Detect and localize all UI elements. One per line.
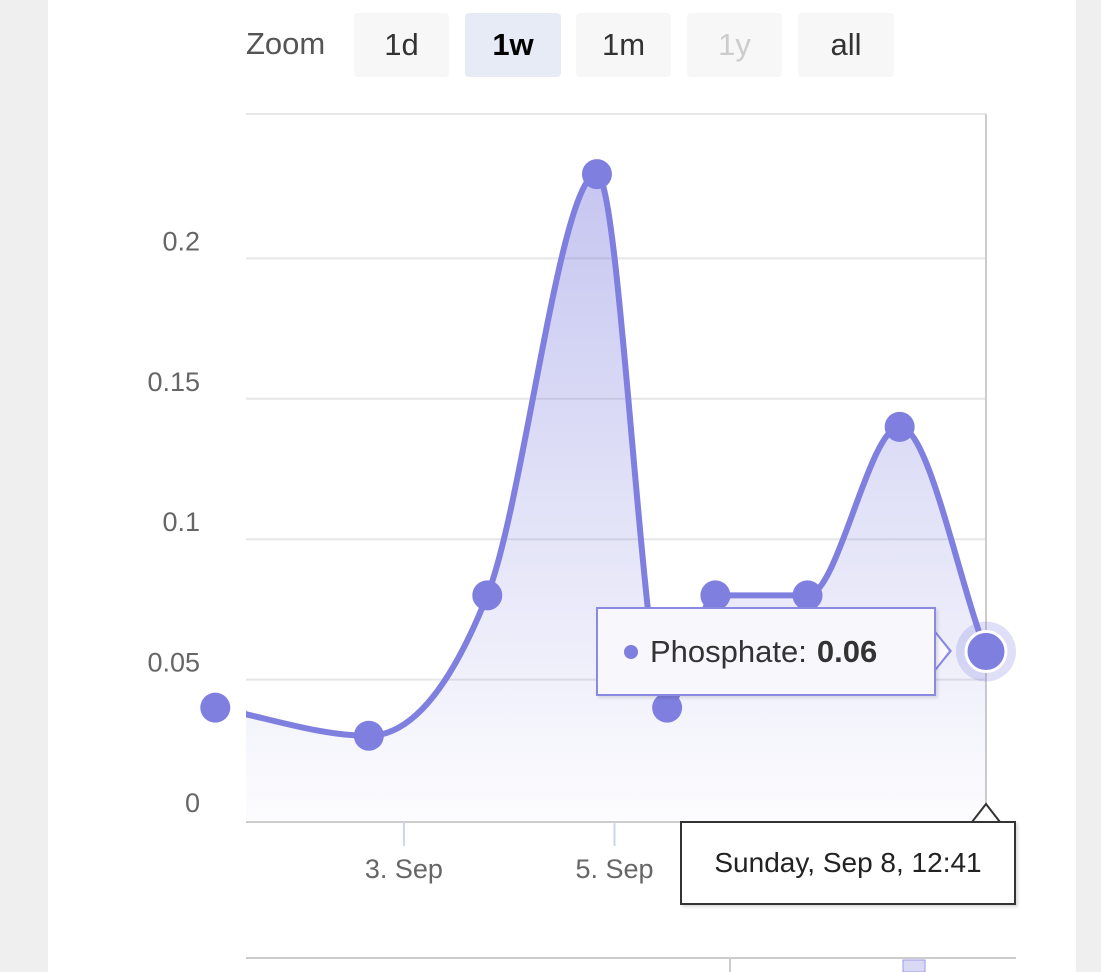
series-dot-icon	[624, 644, 638, 659]
navigator-handle[interactable]	[902, 959, 926, 972]
x-tick-label: 5. Sep	[575, 854, 653, 884]
tooltip-series-name: Phosphate	[650, 633, 799, 669]
zoom-1y-button: 1y	[687, 13, 782, 77]
y-tick-label: 0.2	[162, 226, 200, 256]
phosphate-markers[interactable]	[200, 159, 1016, 751]
y-tick-label: 0.1	[162, 507, 200, 537]
data-point[interactable]	[200, 692, 231, 723]
zoom-1m-button[interactable]: 1m	[576, 13, 671, 77]
data-point[interactable]	[353, 720, 384, 751]
data-point[interactable]	[581, 159, 612, 190]
y-axis-labels: 0 0.05 0.1 0.15 0.2	[147, 226, 200, 818]
tooltip-pointer-fill	[934, 632, 949, 670]
data-tooltip: Phosphate: 0.06	[596, 607, 936, 696]
y-tick-label: 0.15	[147, 367, 200, 397]
data-point[interactable]	[884, 411, 915, 442]
data-point[interactable]	[792, 580, 823, 611]
data-point[interactable]	[472, 580, 503, 611]
zoom-label: Zoom	[246, 26, 326, 61]
tooltip-separator: :	[798, 633, 807, 669]
y-tick-label: 0.05	[147, 648, 200, 678]
phosphate-line[interactable]	[215, 171, 986, 739]
hovered-data-point[interactable]	[964, 630, 1008, 674]
crosshair-date-label: Sunday, Sep 8, 12:41	[680, 821, 1016, 905]
data-point[interactable]	[700, 580, 731, 611]
y-tick-label: 0	[185, 788, 200, 818]
zoom-1d-button[interactable]: 1d	[354, 13, 449, 77]
zoom-all-button[interactable]: all	[798, 13, 894, 77]
x-tick-label: 3. Sep	[365, 854, 443, 884]
range-selector: Zoom 1d 1w 1m 1y all	[0, 0, 1101, 90]
zoom-1w-button[interactable]: 1w	[465, 13, 561, 77]
data-point[interactable]	[652, 692, 683, 723]
tooltip-value: 0.06	[816, 633, 878, 669]
